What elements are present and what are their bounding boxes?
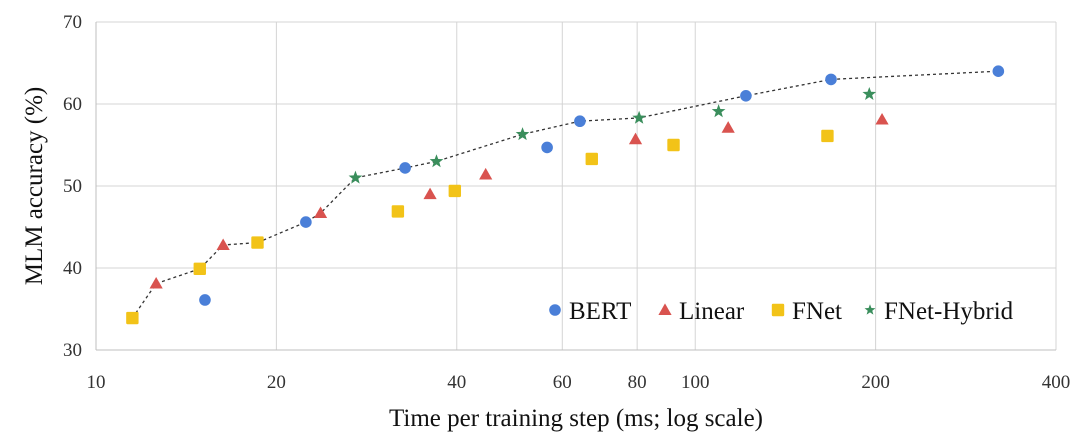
linear-point-5 [628,132,643,145]
legend-label-linear: Linear [679,298,745,325]
bert-point-2 [399,162,411,174]
x-tick-label-80: 80 [628,372,647,393]
fnet-point-4 [448,184,462,198]
fnet-point-5 [585,152,598,166]
y-axis-title: MLM accuracy (%) [21,87,48,286]
y-tick-label-40: 40 [63,258,82,279]
fnet-hybrid-point-1 [429,154,444,168]
fnet-point-2 [251,236,264,249]
y-tick-label-70: 70 [63,12,82,33]
fnet-point-6 [667,138,680,152]
linear-point-6 [721,121,735,133]
bert-point-0 [199,294,211,306]
linear-point-3 [423,187,437,200]
fnet-hybrid-point-5 [862,86,877,100]
fnet-hybrid-point-3 [632,110,646,124]
x-axis-title: Time per training step (ms; log scale) [389,405,763,432]
x-tick-label-40: 40 [447,372,466,393]
y-tick-label-60: 60 [63,94,82,115]
fnet-hybrid-point-2 [515,127,530,141]
legend: BERT Linear FNet FNet-Hybrid [549,298,1014,325]
fnet-point-3 [391,205,405,218]
y-tick-label-30: 30 [63,340,82,361]
legend-marker-fnet [771,303,785,317]
linear-point-2 [313,206,328,219]
linear-point-7 [875,112,889,125]
bert-point-4 [574,115,586,128]
x-tick-label-60: 60 [553,372,572,393]
legend-marker-fnet-hybrid [864,304,876,315]
x-tick-label-10: 10 [87,372,106,393]
bert-point-3 [541,141,553,154]
data-points [126,65,1005,325]
fnet-point-7 [821,129,834,143]
tick-labels: 30 40 50 60 70 10 20 40 60 80 100 200 400 [63,12,1070,393]
legend-marker-linear [658,303,672,315]
legend-label-fnet: FNet [792,298,842,325]
fnet-hybrid-point-0 [348,170,363,184]
fnet-hybrid-point-4 [711,104,726,118]
legend-marker-bert [549,304,561,316]
linear-point-4 [479,167,493,180]
axes [95,22,1056,351]
bert-point-1 [300,216,312,228]
x-tick-label-100: 100 [681,372,710,393]
frontier-line [131,70,999,319]
x-tick-label-200: 200 [861,372,890,393]
legend-label-fnet-hybrid: FNet-Hybrid [884,298,1014,325]
x-tick-label-20: 20 [267,372,286,393]
linear-point-0 [149,276,163,289]
y-tick-label-50: 50 [63,176,82,197]
bert-point-6 [825,73,837,86]
linear-point-1 [216,238,230,250]
bert-point-7 [992,65,1005,77]
frontier-layer [131,70,999,319]
fnet-point-1 [193,262,206,276]
bert-point-5 [740,90,752,102]
x-tick-label-400: 400 [1042,372,1071,393]
legend-label-bert: BERT [569,298,631,325]
fnet-point-0 [126,311,139,325]
